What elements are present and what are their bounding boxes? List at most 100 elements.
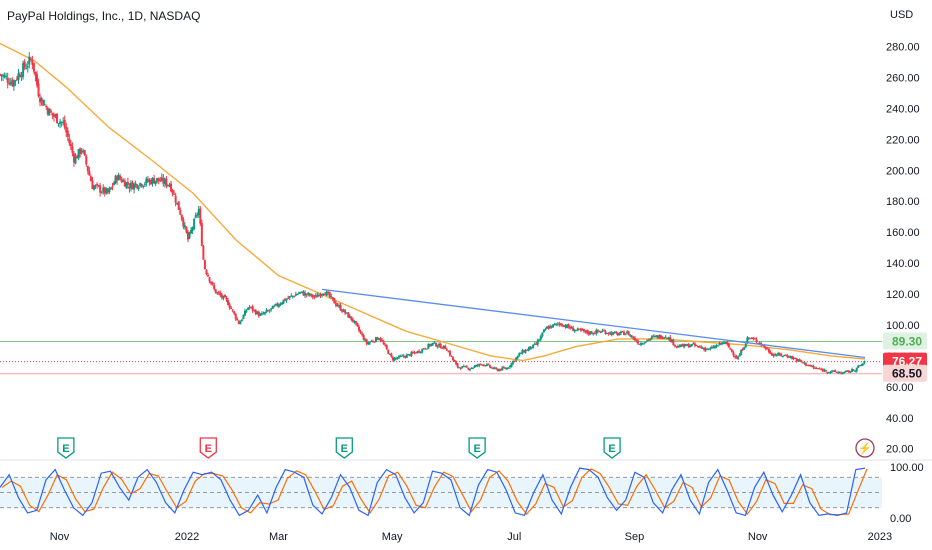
candle-body — [683, 344, 686, 348]
candle-body — [311, 294, 314, 298]
candle-body — [502, 367, 505, 369]
candle-body — [590, 331, 593, 334]
candle-body — [616, 332, 619, 336]
candle-body — [604, 331, 607, 334]
earnings-marker-label: E — [608, 443, 615, 455]
candle-body — [804, 362, 807, 366]
candle-body — [314, 295, 317, 297]
candle-body — [288, 296, 291, 298]
candle-body — [518, 353, 521, 356]
candle-body — [498, 369, 501, 372]
candle-body — [666, 337, 669, 339]
candle-body — [208, 277, 211, 282]
candle-body — [578, 329, 581, 331]
candle-body — [100, 192, 103, 194]
candle-body — [237, 320, 240, 324]
candle-body — [128, 186, 131, 189]
trendline[interactable] — [321, 288, 866, 359]
candle-body — [493, 367, 496, 369]
candle-body — [365, 339, 368, 344]
candle-body — [697, 346, 700, 348]
candle-body — [379, 338, 382, 341]
candle-body — [681, 344, 684, 347]
time-axis[interactable]: Nov 2022 Mar May Jul Sep Nov 2023 — [50, 531, 892, 543]
candle-body — [25, 67, 28, 69]
candle-body — [601, 330, 604, 332]
candle-body — [304, 292, 307, 296]
candle-body — [347, 312, 350, 318]
candle-body — [721, 342, 724, 345]
candle-body — [448, 350, 451, 356]
candle-body — [296, 294, 299, 296]
candle-body — [638, 343, 641, 345]
candle-body — [790, 355, 793, 359]
candle-body — [621, 331, 624, 333]
candle-body — [191, 227, 194, 231]
candle-body — [592, 333, 595, 335]
candle-body — [210, 281, 213, 284]
candle-body — [624, 333, 627, 336]
candle-body — [690, 344, 693, 347]
candle-body — [250, 306, 253, 308]
candle-body — [552, 324, 555, 328]
candle-body — [752, 338, 755, 340]
candle-body — [704, 348, 707, 351]
candle-body — [840, 372, 843, 374]
candle-body — [361, 333, 364, 336]
candle-body — [325, 291, 328, 296]
candle-body — [15, 78, 18, 80]
price-axis[interactable]: 280.00 260.00 240.00 220.00 200.00 180.00 160.… — [883, 42, 927, 456]
candle-body — [441, 347, 444, 349]
candle-body — [122, 180, 125, 182]
candle-body — [142, 185, 145, 187]
candle-body — [316, 295, 319, 298]
candle-body — [834, 370, 837, 372]
earnings-markers[interactable]: E E E E E ⚡ — [57, 437, 875, 459]
candle-body — [74, 156, 77, 164]
candle-body — [83, 150, 86, 156]
candle-body — [146, 179, 149, 182]
candle-body — [710, 346, 713, 348]
candle-body — [217, 291, 220, 294]
candle-body — [330, 296, 333, 298]
candle-body — [242, 314, 245, 320]
candle-body — [627, 331, 630, 336]
candle-body — [51, 112, 54, 116]
candle-body — [499, 368, 502, 371]
candle-body — [495, 367, 498, 369]
candle-body — [394, 357, 397, 359]
candle-body — [647, 339, 650, 341]
chart-title: PayPal Holdings, Inc., 1D, NASDAQ — [7, 9, 201, 23]
candle-body — [160, 177, 163, 181]
candle-body — [103, 187, 106, 194]
candle-body — [256, 311, 259, 315]
candle-body — [452, 356, 455, 360]
candle-body — [459, 367, 462, 369]
candle-body — [134, 183, 137, 185]
price-tick-label: 240.00 — [886, 103, 920, 115]
candle-body — [720, 342, 723, 344]
candle-body — [282, 299, 285, 304]
candle-body — [547, 327, 550, 329]
candle-body — [428, 344, 431, 346]
candle-body — [92, 186, 95, 190]
candle-body — [199, 208, 202, 224]
candle-body — [639, 343, 642, 345]
candle-body — [661, 338, 664, 340]
candle-body — [305, 293, 308, 295]
candle-body — [63, 120, 66, 128]
candle-body — [777, 353, 780, 356]
candle-body — [293, 296, 296, 298]
candle-body — [273, 305, 276, 307]
candle-body — [715, 345, 718, 347]
earnings-marker-icon — [603, 437, 621, 459]
oscillator-pane[interactable]: 100.00 0.00 — [0, 462, 924, 525]
candle-body — [851, 368, 854, 372]
candle-body — [626, 331, 629, 334]
candle-body — [188, 232, 191, 239]
candle-body — [213, 285, 216, 290]
candle-body — [835, 371, 838, 373]
candle-body — [713, 346, 716, 349]
candle-body — [60, 121, 63, 123]
